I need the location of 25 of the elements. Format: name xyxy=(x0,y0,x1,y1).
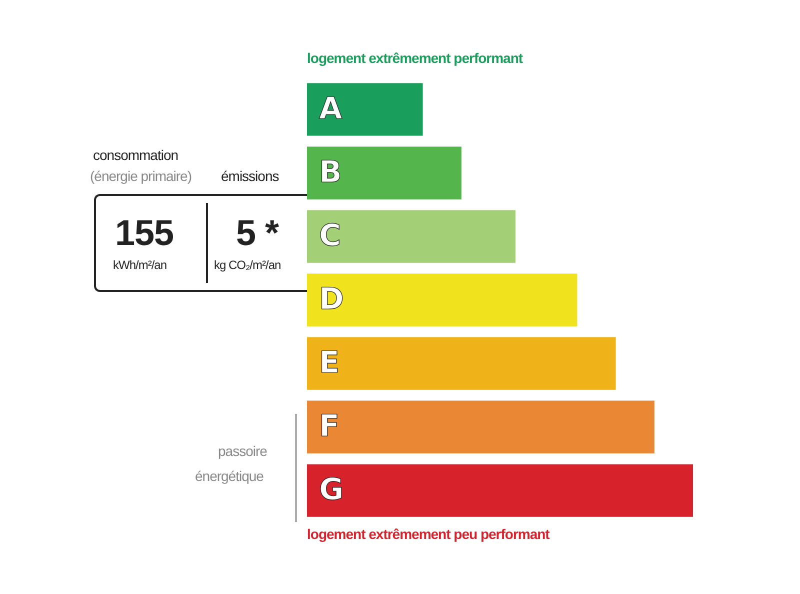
text: kg CO₂/m²/an xyxy=(214,258,281,272)
text: logement extrêmement performant xyxy=(307,50,523,66)
text: kWh/m²/an xyxy=(113,258,167,272)
y-tick-label: B xyxy=(319,154,342,190)
bar xyxy=(307,274,578,326)
bar xyxy=(307,337,616,390)
y-tick-label: C xyxy=(319,218,342,254)
text: consommation xyxy=(93,147,178,163)
text: 155 xyxy=(115,212,174,254)
text: énergétique xyxy=(195,468,264,484)
y-tick-label: A xyxy=(319,91,343,126)
text: émissions xyxy=(221,168,279,184)
text: 5 * xyxy=(236,212,279,254)
bar xyxy=(307,464,693,517)
y-tick-label: D xyxy=(319,282,344,317)
text: passoire xyxy=(218,443,267,459)
bar xyxy=(307,400,654,454)
text: logement extrêmement peu performant xyxy=(307,526,550,542)
text: (énergie primaire) xyxy=(90,168,192,184)
y-tick-label: F xyxy=(319,409,340,444)
bar xyxy=(307,83,423,136)
y-tick-label: G xyxy=(319,472,344,508)
y-tick-label: E xyxy=(319,346,340,381)
bar xyxy=(307,146,462,200)
bar xyxy=(307,210,516,263)
